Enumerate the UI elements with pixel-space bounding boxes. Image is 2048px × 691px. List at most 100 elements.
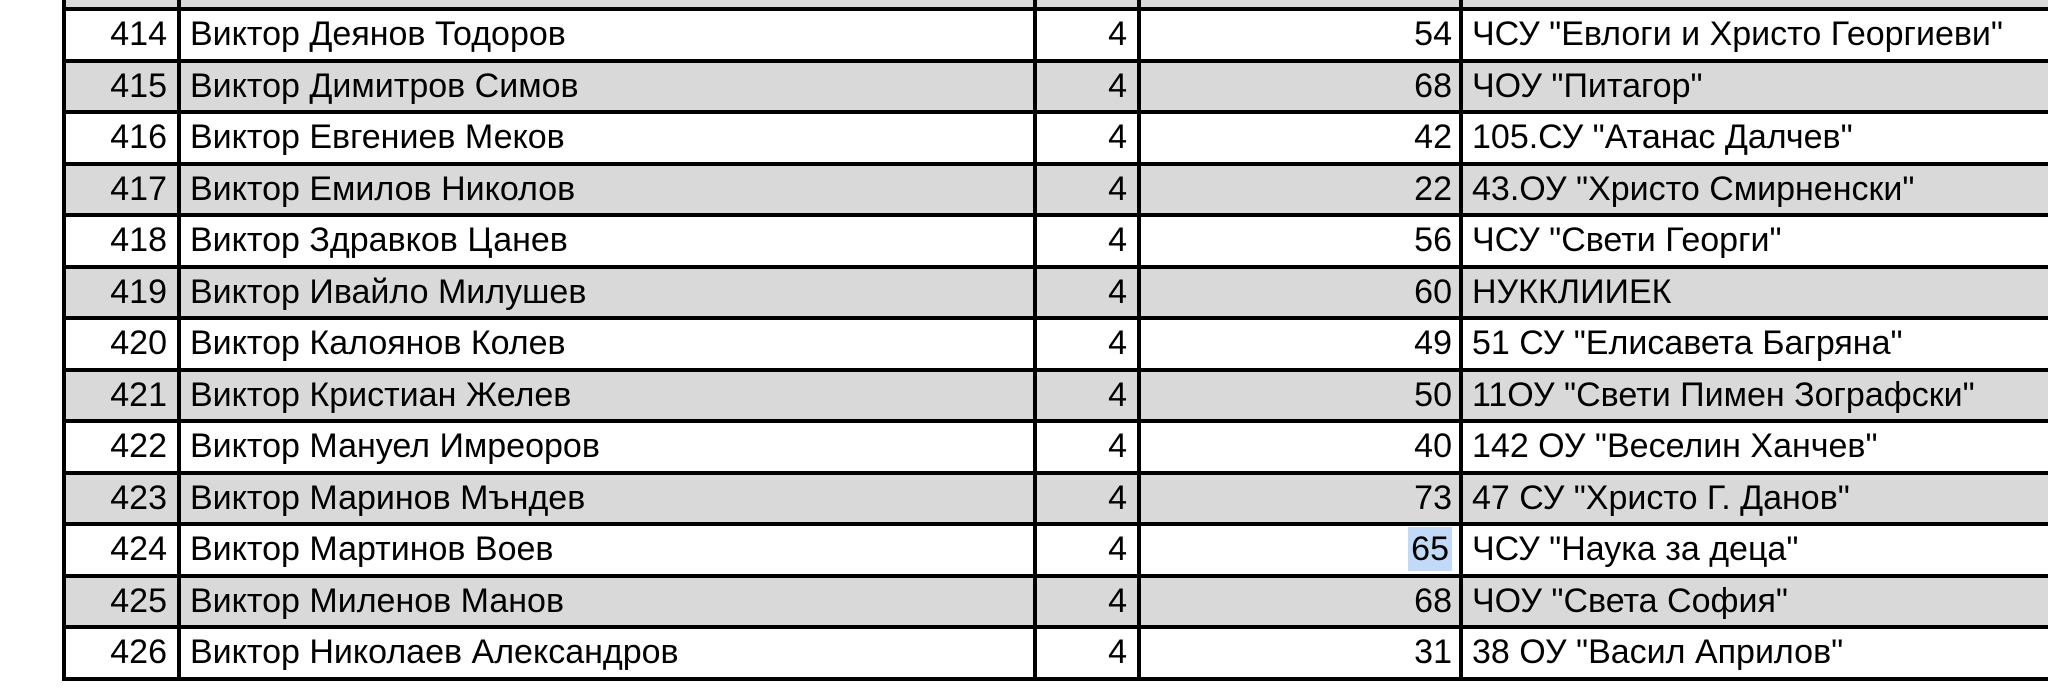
school-cell: 43.ОУ "Христо Смирненски" <box>1459 161 2048 217</box>
score-cell: 65 <box>1137 522 1463 578</box>
table-row: 423 Виктор Маринов Мъндев 4 73 47 СУ "Хр… <box>62 470 2048 526</box>
student-name-cell: Виктор Кристиан Желев <box>177 367 1037 423</box>
table-row: 420 Виктор Калоянов Колев 4 49 51 СУ "Ел… <box>62 316 2048 372</box>
grade-cell <box>1033 0 1141 11</box>
school-cell: ЧСУ "Наука за деца" <box>1459 522 2048 578</box>
score-value: 54 <box>1414 15 1452 54</box>
student-name-cell: Виктор Емилов Николов <box>177 161 1037 217</box>
score-value: 49 <box>1414 324 1452 363</box>
score-cell: 68 <box>1137 58 1463 114</box>
grade-cell: 4 <box>1033 470 1141 526</box>
row-number-cell: 422 <box>62 419 181 475</box>
row-number-cell: 424 <box>62 522 181 578</box>
grade-cell: 4 <box>1033 522 1141 578</box>
school-cell: ЧОУ "Питагор" <box>1459 58 2048 114</box>
student-name-cell: Виктор Деянов Тодоров <box>177 7 1037 63</box>
score-cell: 22 <box>1137 161 1463 217</box>
grade-cell: 4 <box>1033 213 1141 269</box>
score-value: 40 <box>1414 427 1452 466</box>
score-value: 31 <box>1414 633 1452 672</box>
school-cell: ЧСУ "Свети Георги" <box>1459 213 2048 269</box>
table-body: 414 Виктор Деянов Тодоров 4 54 ЧСУ "Евло… <box>62 0 2048 681</box>
school-cell: 51 СУ "Елисавета Багряна" <box>1459 316 2048 372</box>
grade-cell: 4 <box>1033 110 1141 166</box>
table-row: 418 Виктор Здравков Цанев 4 56 ЧСУ "Свет… <box>62 213 2048 269</box>
partial-row-top <box>62 0 2048 11</box>
row-number-cell: 426 <box>62 625 181 681</box>
row-number-cell: 419 <box>62 264 181 320</box>
row-number-cell: 417 <box>62 161 181 217</box>
score-cell: 73 <box>1137 470 1463 526</box>
grade-cell: 4 <box>1033 161 1141 217</box>
student-name-cell: Виктор Миленов Манов <box>177 573 1037 629</box>
student-name-cell: Виктор Николаев Александров <box>177 625 1037 681</box>
score-value: 22 <box>1414 169 1452 208</box>
grade-cell: 4 <box>1033 625 1141 681</box>
row-number-cell: 416 <box>62 110 181 166</box>
score-cell: 54 <box>1137 7 1463 63</box>
school-cell: 47 СУ "Христо Г. Данов" <box>1459 470 2048 526</box>
score-cell: 68 <box>1137 573 1463 629</box>
grade-cell: 4 <box>1033 316 1141 372</box>
score-value: 68 <box>1414 581 1452 620</box>
student-name-cell: Виктор Димитров Симов <box>177 58 1037 114</box>
row-number-cell: 415 <box>62 58 181 114</box>
score-value: 56 <box>1414 221 1452 260</box>
student-name-cell: Виктор Евгениев Меков <box>177 110 1037 166</box>
score-cell: 50 <box>1137 367 1463 423</box>
school-cell: 11ОУ "Свети Пимен Зографски" <box>1459 367 2048 423</box>
table-row: 419 Виктор Ивайло Милушев 4 60 НУККЛИИЕК <box>62 264 2048 320</box>
grade-cell: 4 <box>1033 419 1141 475</box>
grade-cell: 4 <box>1033 264 1141 320</box>
school-cell: ЧОУ "Света София" <box>1459 573 2048 629</box>
score-value: 73 <box>1414 478 1452 517</box>
table-row: 414 Виктор Деянов Тодоров 4 54 ЧСУ "Евло… <box>62 7 2048 63</box>
score-cell: 56 <box>1137 213 1463 269</box>
student-name-cell: Виктор Мартинов Воев <box>177 522 1037 578</box>
row-number-cell: 420 <box>62 316 181 372</box>
grade-cell: 4 <box>1033 7 1141 63</box>
student-name-cell: Виктор Мануел Имреоров <box>177 419 1037 475</box>
grade-cell: 4 <box>1033 367 1141 423</box>
student-name-cell: Виктор Ивайло Милушев <box>177 264 1037 320</box>
row-number-cell: 423 <box>62 470 181 526</box>
row-number-cell: 425 <box>62 573 181 629</box>
table-row: 416 Виктор Евгениев Меков 4 42 105.СУ "А… <box>62 110 2048 166</box>
student-name-cell: Виктор Здравков Цанев <box>177 213 1037 269</box>
row-number-cell <box>62 0 181 11</box>
school-cell: 38 ОУ "Васил Априлов" <box>1459 625 2048 681</box>
score-cell: 42 <box>1137 110 1463 166</box>
table-row: 421 Виктор Кристиан Желев 4 50 11ОУ "Све… <box>62 367 2048 423</box>
score-value: 42 <box>1414 118 1452 157</box>
score-cell: 40 <box>1137 419 1463 475</box>
school-cell: ЧСУ "Евлоги и Христо Георгиеви" <box>1459 7 2048 63</box>
student-name-cell: Виктор Калоянов Колев <box>177 316 1037 372</box>
score-cell <box>1137 0 1463 11</box>
school-cell: 142 ОУ "Веселин Ханчев" <box>1459 419 2048 475</box>
student-name-cell <box>177 0 1037 11</box>
grade-cell: 4 <box>1033 573 1141 629</box>
score-value: 60 <box>1414 272 1452 311</box>
table-row: 422 Виктор Мануел Имреоров 4 40 142 ОУ "… <box>62 419 2048 475</box>
score-value: 65 <box>1408 527 1452 572</box>
table-row: 424 Виктор Мартинов Воев 4 65 ЧСУ "Наука… <box>62 522 2048 578</box>
student-name-cell: Виктор Маринов Мъндев <box>177 470 1037 526</box>
table-row: 425 Виктор Миленов Манов 4 68 ЧОУ "Света… <box>62 573 2048 629</box>
row-number-cell: 418 <box>62 213 181 269</box>
score-value: 68 <box>1414 66 1452 105</box>
results-table: 414 Виктор Деянов Тодоров 4 54 ЧСУ "Евло… <box>62 0 2048 681</box>
school-cell: НУККЛИИЕК <box>1459 264 2048 320</box>
score-cell: 49 <box>1137 316 1463 372</box>
row-number-cell: 421 <box>62 367 181 423</box>
table-row: 415 Виктор Димитров Симов 4 68 ЧОУ "Пита… <box>62 58 2048 114</box>
score-value: 50 <box>1414 375 1452 414</box>
score-cell: 60 <box>1137 264 1463 320</box>
row-number-cell: 414 <box>62 7 181 63</box>
score-cell: 31 <box>1137 625 1463 681</box>
school-cell: 105.СУ "Атанас Далчев" <box>1459 110 2048 166</box>
school-cell <box>1459 0 2048 11</box>
table-row: 426 Виктор Николаев Александров 4 31 38 … <box>62 625 2048 681</box>
table-row: 417 Виктор Емилов Николов 4 22 43.ОУ "Хр… <box>62 161 2048 217</box>
grade-cell: 4 <box>1033 58 1141 114</box>
